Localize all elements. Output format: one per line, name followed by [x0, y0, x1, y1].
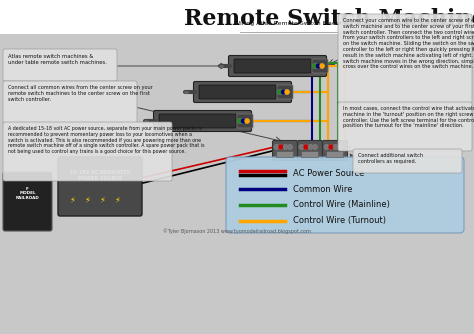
FancyBboxPatch shape — [237, 114, 253, 128]
FancyBboxPatch shape — [3, 122, 172, 181]
Circle shape — [300, 145, 303, 149]
Circle shape — [274, 145, 279, 149]
Circle shape — [313, 64, 317, 68]
FancyBboxPatch shape — [234, 59, 311, 73]
Text: ⚡: ⚡ — [114, 195, 120, 204]
Circle shape — [329, 145, 333, 149]
Circle shape — [278, 90, 282, 94]
FancyBboxPatch shape — [3, 49, 117, 81]
Circle shape — [245, 119, 249, 123]
FancyBboxPatch shape — [327, 152, 344, 158]
FancyBboxPatch shape — [3, 81, 137, 123]
Circle shape — [238, 119, 242, 123]
Circle shape — [282, 90, 285, 94]
Circle shape — [313, 145, 317, 149]
Text: ⚡: ⚡ — [84, 195, 90, 204]
Text: Connect your common wire to the center screw of each
switch machine and to the c: Connect your common wire to the center s… — [343, 18, 474, 69]
Circle shape — [334, 145, 337, 149]
Text: Control Wire (Mainline): Control Wire (Mainline) — [293, 200, 390, 209]
FancyBboxPatch shape — [273, 141, 298, 161]
FancyBboxPatch shape — [3, 172, 52, 231]
Text: In most cases, connect the control wire that activates the switch
machine in the: In most cases, connect the control wire … — [343, 106, 474, 128]
Text: F
MODEL
RAILROAD: F MODEL RAILROAD — [16, 187, 39, 200]
Text: ⚡: ⚡ — [99, 195, 105, 204]
Circle shape — [320, 64, 324, 68]
FancyBboxPatch shape — [298, 141, 322, 161]
FancyBboxPatch shape — [276, 152, 293, 158]
Text: Remote Switch Machines: Remote Switch Machines — [184, 8, 474, 30]
Text: Control Wire (Turnout): Control Wire (Turnout) — [293, 216, 386, 225]
FancyBboxPatch shape — [353, 149, 462, 173]
FancyBboxPatch shape — [277, 85, 293, 99]
FancyBboxPatch shape — [159, 114, 236, 128]
Text: A dedicated 15-18 volt AC power source, separate from your main power packs is
r: A dedicated 15-18 volt AC power source, … — [8, 126, 204, 154]
FancyBboxPatch shape — [58, 157, 142, 216]
FancyBboxPatch shape — [312, 59, 328, 73]
Circle shape — [279, 145, 283, 149]
FancyBboxPatch shape — [228, 55, 327, 76]
FancyBboxPatch shape — [301, 152, 319, 158]
FancyBboxPatch shape — [193, 81, 292, 103]
Circle shape — [288, 145, 292, 149]
Circle shape — [317, 64, 320, 68]
Text: AC Power Source: AC Power Source — [293, 168, 365, 177]
FancyBboxPatch shape — [338, 14, 472, 103]
Text: Connect additional switch
controllers as required.: Connect additional switch controllers as… — [358, 153, 423, 164]
FancyBboxPatch shape — [322, 141, 347, 161]
Circle shape — [285, 90, 289, 94]
Text: Connect all common wires from the center screw on your
remote switch machines to: Connect all common wires from the center… — [8, 85, 153, 102]
Circle shape — [338, 145, 342, 149]
Text: Common Wire: Common Wire — [293, 184, 353, 193]
Text: ©Tyler Bjornason 2013 www.tyomodelrailroad.blogspot.com: ©Tyler Bjornason 2013 www.tyomodelrailro… — [163, 228, 311, 234]
Text: Atlas remote switch machines &
under table remote switch machines.: Atlas remote switch machines & under tab… — [8, 54, 107, 65]
Circle shape — [283, 145, 288, 149]
Bar — [0, 0, 474, 34]
Circle shape — [241, 119, 246, 123]
Text: 15-18V AC DEDICATED
POWER SOURCE: 15-18V AC DEDICATED POWER SOURCE — [70, 170, 130, 181]
Circle shape — [325, 145, 328, 149]
Text: Wiring Atlas Remote Switch Machines using Atlas Switch Controllers: Wiring Atlas Remote Switch Machines usin… — [234, 21, 448, 26]
FancyBboxPatch shape — [199, 85, 276, 99]
FancyBboxPatch shape — [154, 111, 252, 132]
Circle shape — [304, 145, 308, 149]
FancyBboxPatch shape — [226, 157, 464, 233]
FancyBboxPatch shape — [338, 102, 472, 151]
Text: ⚡: ⚡ — [69, 195, 75, 204]
Circle shape — [309, 145, 312, 149]
